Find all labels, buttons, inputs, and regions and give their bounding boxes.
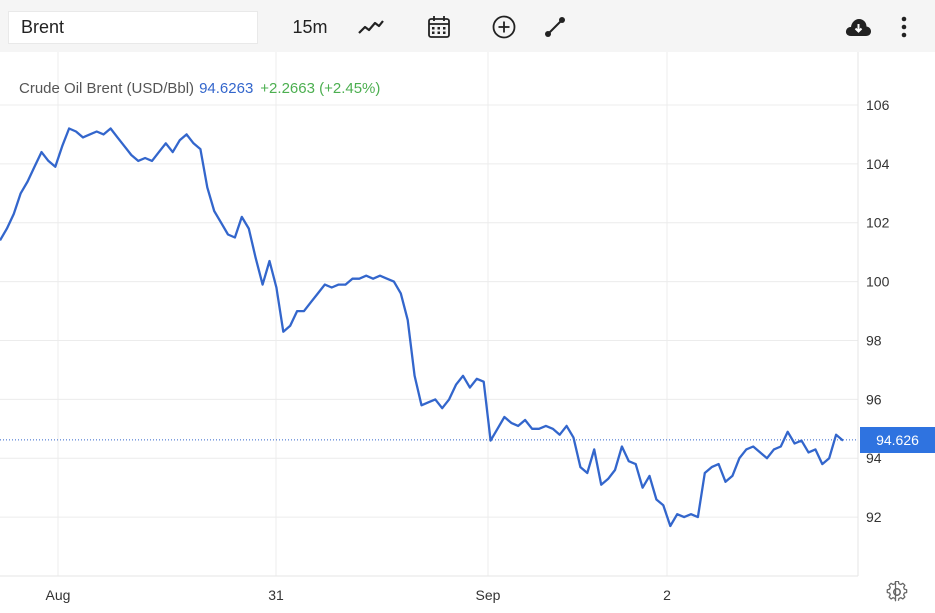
cloud-download-icon[interactable] [842,10,874,44]
x-tick-label: 2 [663,587,671,603]
chart-legend: Crude Oil Brent (USD/Bbl) 94.6263 +2.2663 … [19,80,380,97]
y-tick-label: 92 [866,509,882,525]
instrument-name: Crude Oil Brent (USD/Bbl) [19,80,195,97]
last-price-tag: 94.626 [860,426,935,453]
legend-price: 94.6263 [199,80,254,97]
y-tick-label: 96 [866,391,882,407]
y-tick-label: 104 [866,156,890,172]
calendar-icon[interactable] [424,10,454,44]
more-vertical-icon[interactable] [893,10,915,44]
y-tick-label: 94 [866,450,882,466]
y-tick-label: 100 [866,274,890,290]
draw-line-icon[interactable] [540,10,570,44]
x-tick-label: 31 [268,587,284,603]
x-tick-label: Sep [476,587,501,603]
interval-selector[interactable]: 15m [292,16,328,37]
symbol-search-input[interactable]: Brent [8,11,258,44]
y-tick-label: 102 [866,215,890,231]
legend-change: +2.2663 (+2.45%) [260,80,381,97]
x-tick-label: Aug [46,587,71,603]
series-line [0,127,844,528]
toolbar: Brent 15m [0,0,935,52]
plus-circle-icon[interactable] [489,10,519,44]
line-chart-icon[interactable] [355,10,387,44]
gear-icon[interactable] [886,580,908,608]
y-tick-label: 98 [866,332,882,348]
y-tick-label: 106 [866,97,890,113]
price-chart[interactable]: 92 94 96 98 100 102 104 106 Aug 31 Sep 2 [0,52,935,613]
